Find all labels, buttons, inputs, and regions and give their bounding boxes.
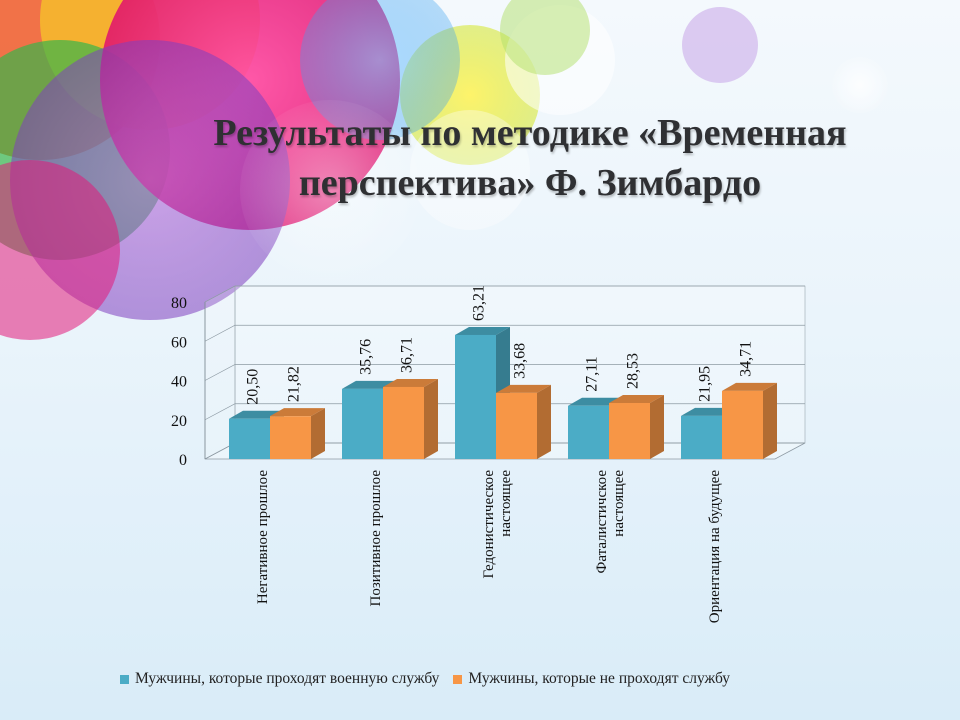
x-category-label: настоящее bbox=[498, 470, 514, 537]
legend-label-series-1: Мужчины, которые проходят военную службу bbox=[135, 670, 440, 687]
legend-swatch-series-1 bbox=[120, 674, 129, 684]
bar-series-1-5 bbox=[681, 415, 722, 459]
data-label: 34,71 bbox=[738, 341, 755, 377]
data-label: 35,76 bbox=[358, 339, 375, 375]
data-label: 28,53 bbox=[625, 353, 642, 389]
y-tick-label: 20 bbox=[171, 413, 187, 430]
data-label: 21,95 bbox=[697, 366, 714, 402]
gridline-80 bbox=[204, 285, 805, 303]
bar-side-2-4 bbox=[650, 395, 664, 459]
bar-series-2-4 bbox=[609, 403, 650, 459]
data-label: 21,82 bbox=[286, 366, 303, 402]
x-category-label: Гедонистическое bbox=[481, 470, 497, 579]
bar-top-2-1 bbox=[270, 408, 325, 417]
legend-label-series-2: Мужчины, которые не проходят службу bbox=[468, 670, 731, 687]
y-tick-label: 40 bbox=[171, 374, 187, 391]
data-label: 20,50 bbox=[245, 369, 262, 405]
bar-side-2-2 bbox=[424, 378, 438, 459]
slide-title: Результаты по методике «Временная перспе… bbox=[213, 112, 847, 204]
x-category-label: Ориентация на будущее bbox=[707, 470, 723, 624]
bar-top-2-4 bbox=[609, 395, 664, 404]
bar-top-2-3 bbox=[496, 384, 551, 393]
data-label: 63,21 bbox=[471, 285, 488, 321]
bar-series-1-4 bbox=[568, 405, 609, 459]
bar-series-1-3 bbox=[455, 334, 496, 459]
bar-series-2-2 bbox=[383, 386, 424, 459]
legend-item-series-2: Мужчины, которые не проходят службу bbox=[453, 670, 730, 688]
bar-top-1-3 bbox=[455, 326, 510, 335]
x-category-label: Негативное прошлое bbox=[255, 470, 271, 604]
bar-series-2-5 bbox=[722, 390, 763, 459]
data-label: 27,11 bbox=[584, 356, 601, 391]
legend-swatch-series-2 bbox=[453, 674, 463, 684]
y-tick-label: 60 bbox=[171, 334, 187, 351]
y-tick-label: 0 bbox=[179, 452, 187, 469]
bar-top-2-2 bbox=[383, 378, 438, 387]
bar-series-1-2 bbox=[342, 388, 383, 459]
gridline-40 bbox=[204, 364, 805, 381]
y-tick-label: 80 bbox=[171, 295, 187, 312]
data-label: 36,71 bbox=[399, 337, 416, 373]
gridline-60 bbox=[204, 324, 805, 342]
bar-side-2-3 bbox=[537, 384, 551, 459]
data-label: 33,68 bbox=[512, 343, 529, 379]
chart-legend: Мужчины, которые проходят военную службу… bbox=[120, 668, 860, 690]
bar-side-2-1 bbox=[311, 408, 325, 459]
x-category-label: Фаталистичское bbox=[594, 470, 610, 574]
bar-series-2-1 bbox=[270, 416, 311, 459]
legend-item-series-1: Мужчины, которые проходят военную службу bbox=[120, 670, 439, 688]
bar-series-1-1 bbox=[229, 418, 270, 459]
bar-series-2-3 bbox=[496, 392, 537, 459]
bar-top-2-5 bbox=[722, 382, 777, 391]
x-category-label: настоящее bbox=[611, 470, 627, 537]
bar-side-2-5 bbox=[763, 382, 777, 459]
x-category-label: Позитивное прошлое bbox=[368, 470, 384, 607]
